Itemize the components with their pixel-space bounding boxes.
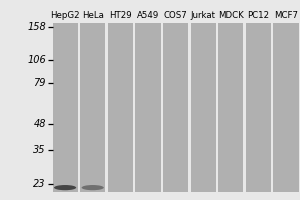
Text: 23: 23 <box>33 179 46 189</box>
Bar <box>218 23 243 192</box>
Text: Jurkat: Jurkat <box>190 11 216 20</box>
Text: HeLa: HeLa <box>82 11 104 20</box>
Text: PC12: PC12 <box>247 11 269 20</box>
Text: MCF7: MCF7 <box>274 11 298 20</box>
Text: HT29: HT29 <box>109 11 132 20</box>
Text: COS7: COS7 <box>164 11 188 20</box>
Bar <box>108 23 133 192</box>
Bar <box>135 23 161 192</box>
Text: 158: 158 <box>27 22 46 32</box>
Text: 79: 79 <box>33 78 46 88</box>
Ellipse shape <box>54 185 76 190</box>
Bar <box>273 23 298 192</box>
Bar <box>52 23 78 192</box>
Bar <box>163 23 188 192</box>
Bar <box>80 23 105 192</box>
Text: MDCK: MDCK <box>218 11 244 20</box>
Bar <box>246 23 271 192</box>
Text: 106: 106 <box>27 55 46 65</box>
Text: HepG2: HepG2 <box>50 11 80 20</box>
Text: 35: 35 <box>33 145 46 155</box>
Bar <box>190 23 216 192</box>
Text: 48: 48 <box>33 119 46 129</box>
Ellipse shape <box>82 185 104 190</box>
Text: A549: A549 <box>137 11 159 20</box>
